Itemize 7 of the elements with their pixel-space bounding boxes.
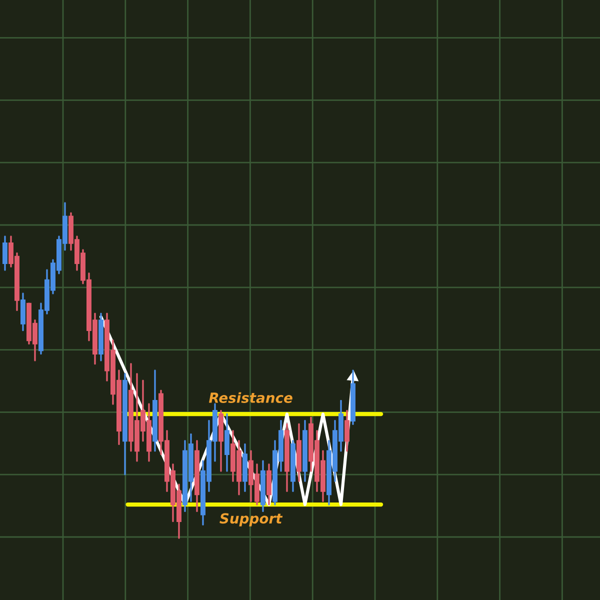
candlestick (2, 236, 8, 271)
candlestick (266, 463, 272, 506)
candlestick (224, 413, 230, 472)
candlestick (344, 410, 350, 452)
candlestick (20, 292, 26, 332)
ref-line-label: Support (220, 513, 283, 526)
ref-line-label: Resistance (208, 392, 292, 404)
